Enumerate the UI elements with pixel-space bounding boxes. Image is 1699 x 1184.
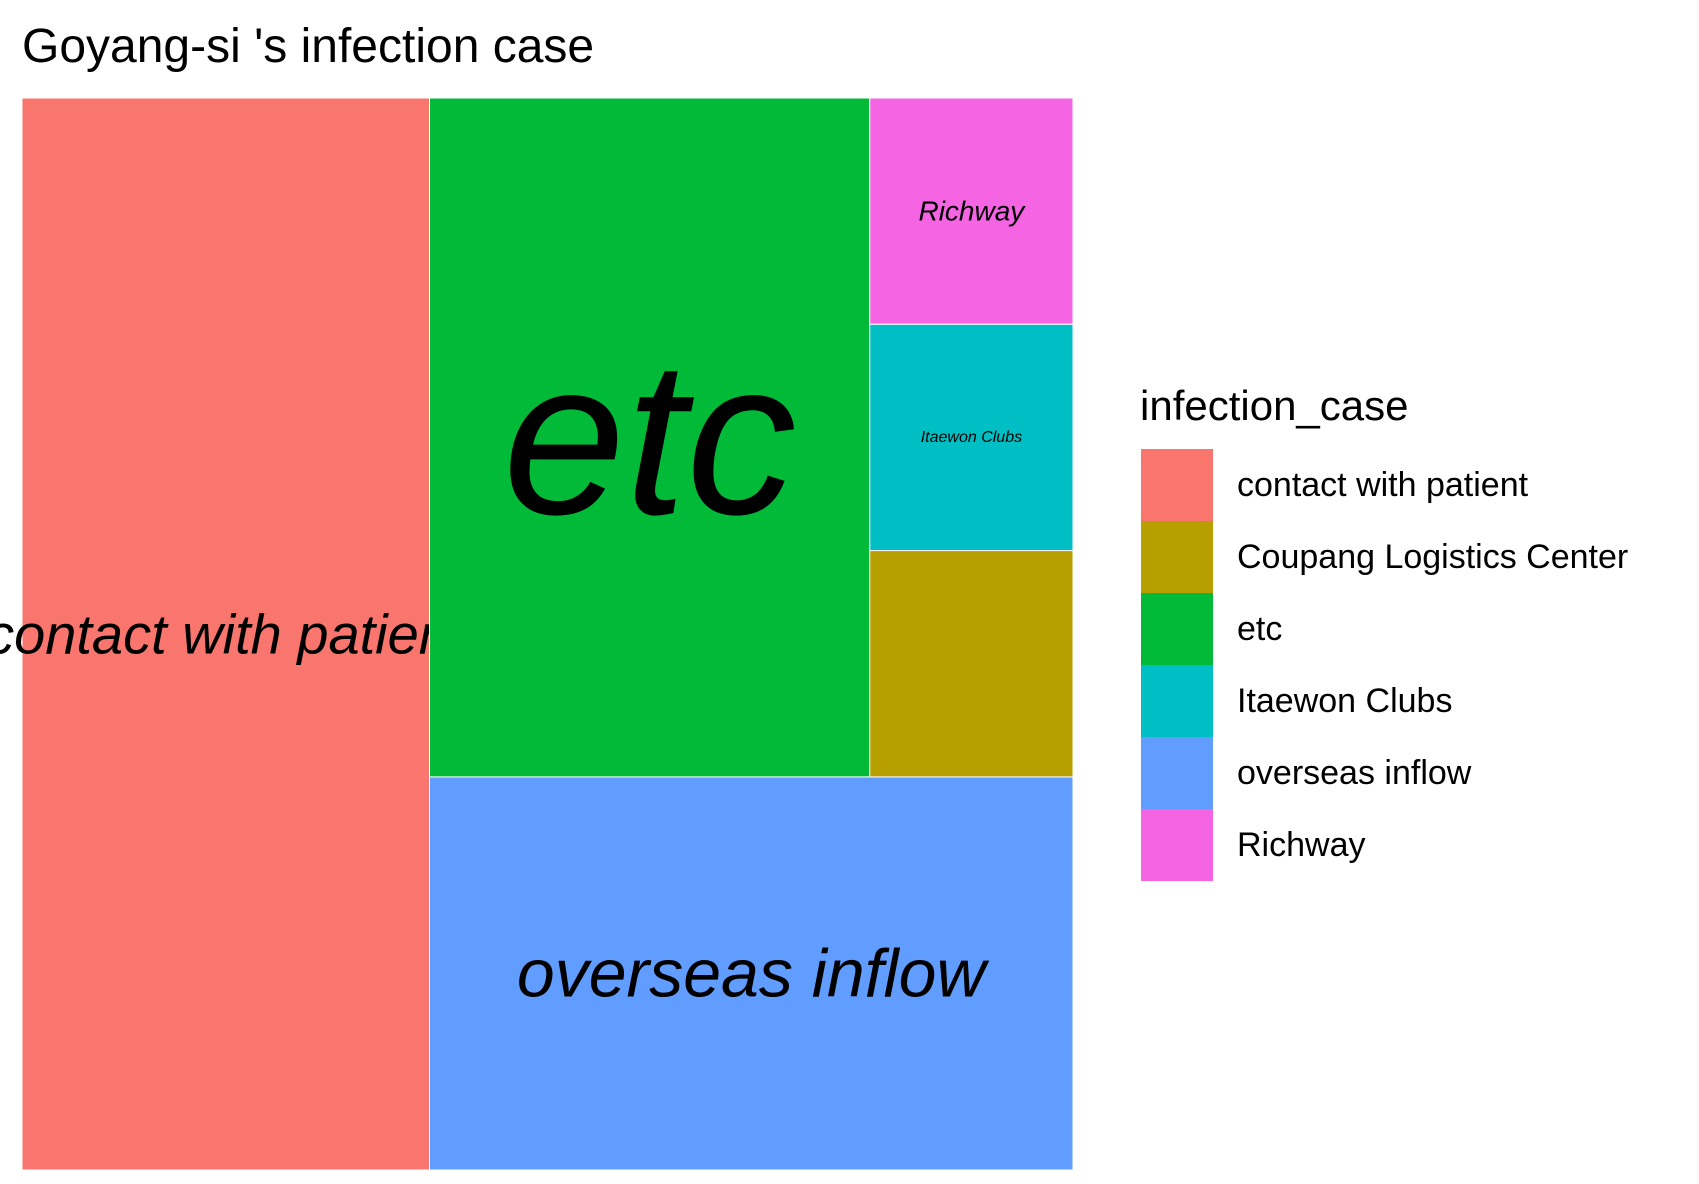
tile-richway: Richway <box>869 97 1074 325</box>
tile-overseas-inflow: overseas inflow <box>429 776 1074 1171</box>
tile-rect-overseas-inflow <box>429 776 1074 1171</box>
tile-label-richway: Richway <box>918 196 1026 227</box>
tile-itaewon-clubs: Itaewon Clubs <box>869 323 1074 552</box>
legend-label-coupang-logistics-center: Coupang Logistics Center <box>1237 538 1628 576</box>
legend-item-overseas-inflow: overseas inflow <box>1141 737 1472 809</box>
tile-label-contact-with-patient: contact with patient <box>0 603 468 666</box>
tile-rect-richway <box>869 97 1074 325</box>
tile-contact-with-patient: contact with patient <box>0 97 468 1171</box>
legend-key-coupang-logistics-center <box>1141 521 1213 593</box>
legend-item-contact-with-patient: contact with patient <box>1141 449 1529 521</box>
tile-rect-contact-with-patient <box>21 97 431 1171</box>
legend-key-contact-with-patient <box>1141 449 1213 521</box>
legend-label-contact-with-patient: contact with patient <box>1237 466 1529 504</box>
legend: infection_case contact with patient Coupa… <box>1140 382 1628 881</box>
tile-coupang-logistics-center <box>869 550 1074 778</box>
legend-title: infection_case <box>1140 382 1409 429</box>
chart-title: Goyang-si 's infection case <box>22 20 594 73</box>
legend-item-coupang-logistics-center: Coupang Logistics Center <box>1141 521 1628 593</box>
legend-key-etc <box>1141 593 1213 665</box>
legend-key-itaewon-clubs <box>1141 665 1213 737</box>
legend-key-richway <box>1141 809 1213 881</box>
tile-label-overseas-inflow: overseas inflow <box>517 935 990 1011</box>
legend-label-itaewon-clubs: Itaewon Clubs <box>1237 682 1452 720</box>
tile-label-etc: etc <box>503 314 796 560</box>
tile-rect-itaewon-clubs <box>869 323 1074 552</box>
legend-label-overseas-inflow: overseas inflow <box>1237 754 1472 792</box>
treemap-tiles: contact with patient etc Richway Itaewon Cl… <box>0 97 1074 1171</box>
legend-items: contact with patient Coupang Logistics Ce… <box>1141 449 1628 881</box>
legend-item-etc: etc <box>1141 593 1282 665</box>
legend-item-richway: Richway <box>1141 809 1365 881</box>
tile-etc: etc <box>429 97 871 778</box>
tile-label-itaewon-clubs: Itaewon Clubs <box>921 429 1022 446</box>
legend-key-overseas-inflow <box>1141 737 1213 809</box>
legend-label-etc: etc <box>1237 610 1282 648</box>
legend-item-itaewon-clubs: Itaewon Clubs <box>1141 665 1452 737</box>
tile-rect-etc <box>429 97 871 778</box>
tile-rect-coupang-logistics-center <box>869 550 1074 778</box>
legend-label-richway: Richway <box>1237 826 1365 864</box>
